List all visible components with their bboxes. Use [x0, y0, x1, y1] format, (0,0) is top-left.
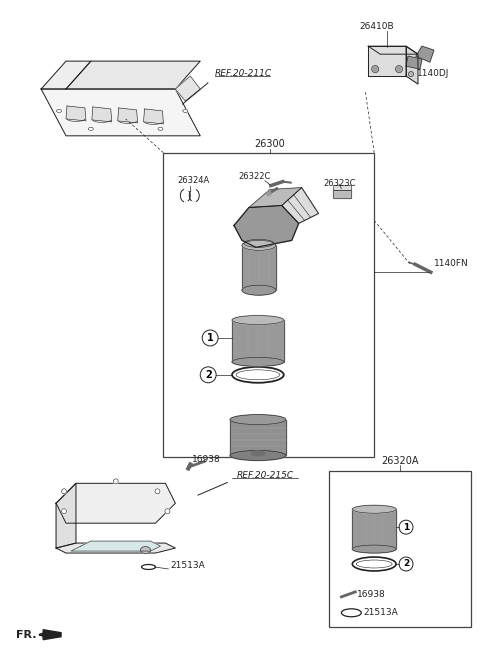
Polygon shape [175, 76, 200, 101]
Ellipse shape [88, 127, 93, 131]
Ellipse shape [141, 546, 151, 554]
Polygon shape [368, 46, 418, 54]
Ellipse shape [242, 240, 276, 251]
Ellipse shape [200, 367, 216, 382]
Text: 1140DJ: 1140DJ [417, 69, 449, 77]
Text: 16938: 16938 [357, 590, 386, 600]
Ellipse shape [352, 545, 396, 553]
Text: REF.20-211C: REF.20-211C [215, 69, 272, 77]
Bar [334, 190, 351, 197]
Ellipse shape [251, 451, 265, 456]
Bar [242, 245, 276, 290]
Bar [242, 245, 276, 290]
Ellipse shape [373, 67, 377, 71]
Polygon shape [56, 543, 175, 553]
Bar [334, 184, 351, 190]
Text: 26324A: 26324A [177, 176, 209, 185]
Ellipse shape [155, 489, 160, 494]
Ellipse shape [57, 110, 61, 112]
Polygon shape [144, 109, 164, 124]
Text: 16938: 16938 [192, 455, 221, 464]
Polygon shape [368, 46, 406, 76]
Ellipse shape [158, 127, 163, 131]
Text: 26320A: 26320A [381, 457, 419, 466]
Bar [334, 190, 351, 197]
Ellipse shape [372, 66, 379, 73]
Polygon shape [66, 61, 200, 89]
Polygon shape [416, 46, 434, 62]
Polygon shape [41, 61, 91, 89]
Ellipse shape [242, 285, 276, 295]
Text: 1140FN: 1140FN [434, 258, 468, 268]
Text: 1: 1 [207, 333, 214, 343]
Bar [352, 509, 396, 549]
Ellipse shape [230, 451, 286, 461]
Text: 21513A: 21513A [363, 608, 398, 617]
Ellipse shape [397, 67, 401, 71]
Text: REF.20-215C: REF.20-215C [236, 471, 293, 480]
Bar [164, 153, 374, 457]
Ellipse shape [399, 557, 413, 571]
Polygon shape [41, 89, 200, 136]
Bar [232, 320, 284, 362]
Polygon shape [56, 483, 175, 523]
Text: 21513A: 21513A [170, 562, 205, 571]
Ellipse shape [61, 509, 67, 514]
Text: 2: 2 [205, 370, 212, 380]
Polygon shape [406, 56, 422, 69]
Polygon shape [406, 46, 418, 84]
Polygon shape [66, 106, 86, 121]
Text: 2: 2 [403, 560, 409, 569]
Polygon shape [71, 541, 160, 551]
Ellipse shape [165, 509, 170, 514]
Text: 26322C: 26322C [239, 172, 271, 181]
Ellipse shape [408, 72, 413, 77]
Ellipse shape [61, 489, 67, 494]
Ellipse shape [352, 505, 396, 513]
Bar [230, 420, 286, 455]
Polygon shape [118, 108, 138, 123]
Polygon shape [282, 188, 319, 224]
Ellipse shape [399, 520, 413, 534]
Text: FR.: FR. [16, 630, 37, 640]
Ellipse shape [183, 110, 188, 112]
Polygon shape [92, 107, 112, 122]
Bar [334, 184, 351, 190]
Ellipse shape [396, 66, 403, 73]
Text: 26323C: 26323C [323, 179, 356, 188]
Bar [232, 320, 284, 362]
Text: 26410B: 26410B [360, 22, 394, 31]
Bar [230, 420, 286, 455]
Polygon shape [43, 630, 61, 640]
Bar [329, 472, 471, 626]
Ellipse shape [232, 358, 284, 366]
Ellipse shape [202, 330, 218, 346]
Bar [352, 509, 396, 549]
Ellipse shape [232, 316, 284, 325]
Polygon shape [56, 483, 76, 548]
Ellipse shape [113, 479, 118, 484]
Text: 26300: 26300 [254, 139, 285, 149]
Polygon shape [249, 188, 301, 207]
Text: 1: 1 [403, 523, 409, 531]
Polygon shape [234, 205, 299, 247]
Ellipse shape [230, 415, 286, 424]
Ellipse shape [267, 192, 271, 195]
